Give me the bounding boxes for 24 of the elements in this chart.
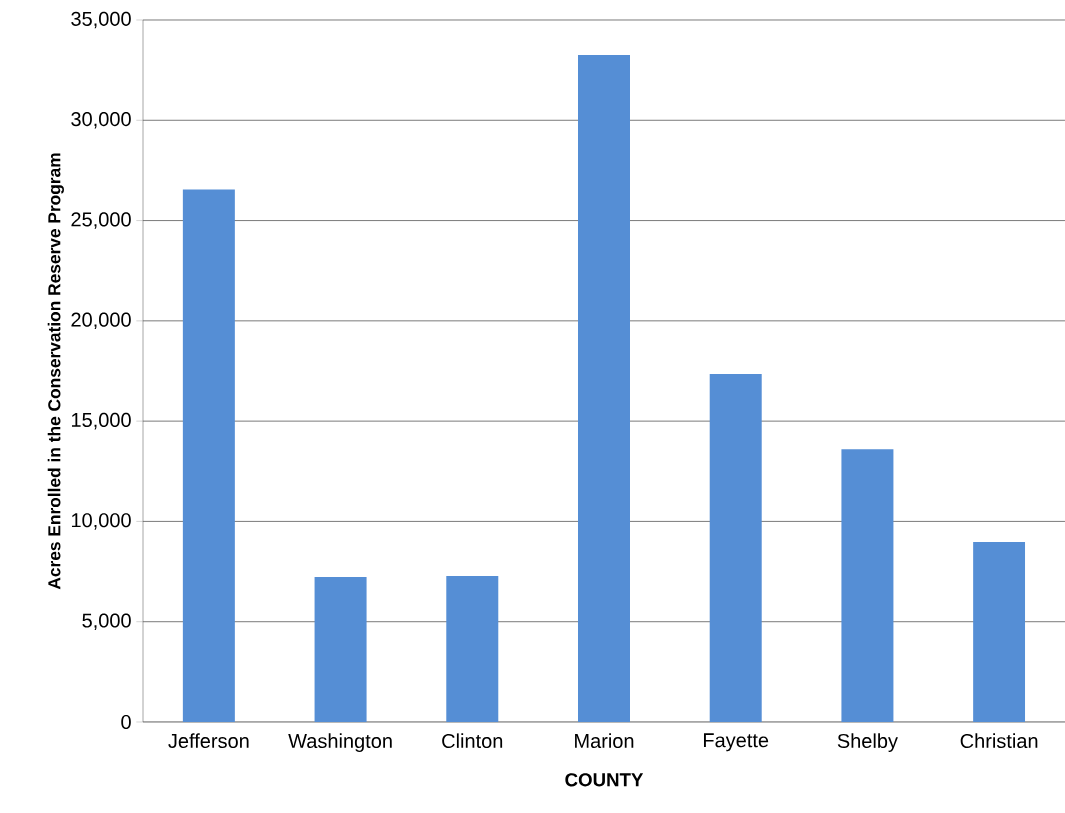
bar	[709, 374, 762, 722]
y-tick-label: 5,000	[82, 613, 131, 630]
bar	[973, 542, 1026, 722]
bar	[578, 55, 630, 722]
y-tick-label: 15,000	[71, 412, 131, 430]
bar	[182, 189, 235, 722]
bar	[446, 575, 499, 722]
x-tick-label: Fayette	[703, 733, 769, 752]
x-tick-label: Washington	[288, 733, 392, 752]
bar	[314, 576, 367, 722]
bar	[841, 449, 894, 722]
x-tick-label: Jefferson	[168, 733, 249, 749]
x-tick-label: Shelby	[837, 733, 898, 752]
x-tick-label: Marion	[575, 733, 634, 749]
x-tick-label: Christian	[960, 733, 1038, 749]
y-tick-label: 25,000	[71, 212, 131, 229]
y-tick-label: 0	[121, 714, 131, 730]
y-tick-label: 30,000	[71, 112, 131, 129]
y-tick-label: 10,000	[71, 513, 131, 530]
x-axis-title: COUNTY	[565, 773, 644, 787]
y-tick-label: 35,000	[71, 11, 131, 29]
x-tick-label: Clinton	[442, 733, 503, 749]
y-axis-title: Acres Enrolled in the Conservation Reserve Program	[47, 153, 64, 590]
y-tick-label: 20,000	[71, 312, 131, 330]
